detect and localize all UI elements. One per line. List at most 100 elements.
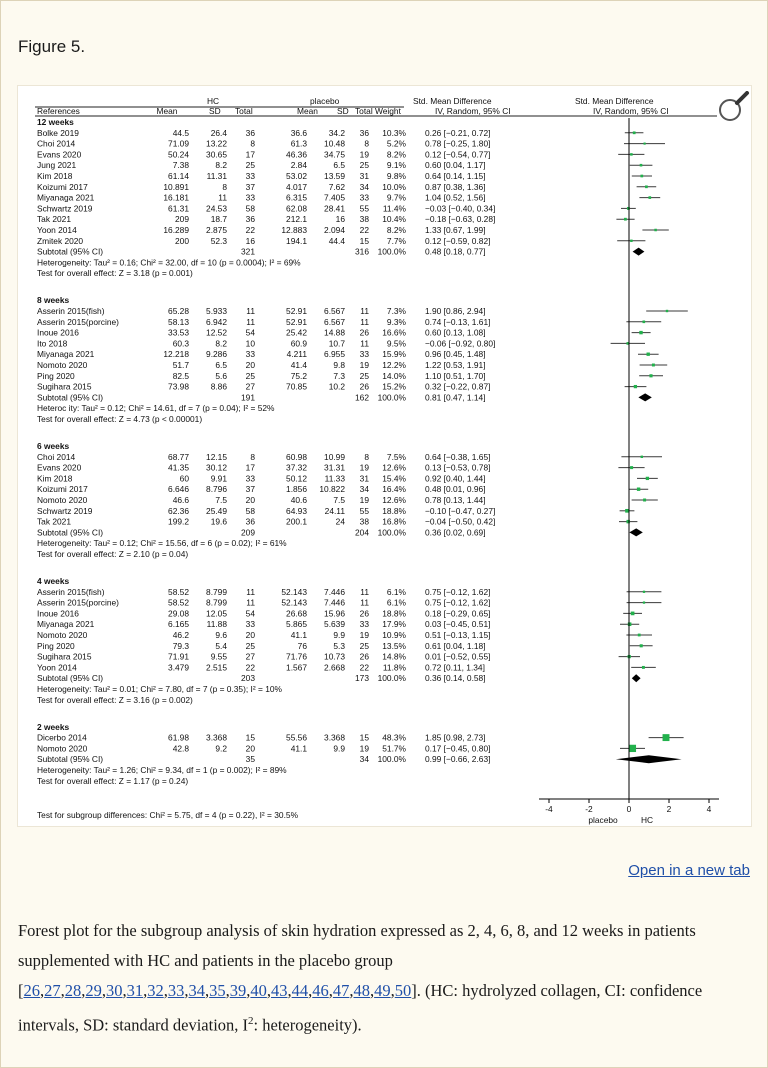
study-effect-marker (642, 590, 646, 593)
subtotal-ci: 0.99 [−0.66, 2.63] (425, 754, 490, 764)
study-mean-placebo: 41.1 (291, 743, 308, 753)
study-name: Ito 2018 (37, 338, 68, 348)
heterogeneity-line: Heterogeneity: Tau² = 1.26; Chi² = 9.34,… (37, 765, 287, 775)
subtotal-label: Subtotal (95% CI) (37, 673, 103, 683)
study-effect-marker (632, 131, 636, 135)
study-effect-marker (630, 153, 633, 156)
study-weight: 6.1% (387, 598, 407, 608)
study-effect-marker (637, 633, 641, 637)
study-effect-marker (643, 498, 647, 502)
reference-link-43[interactable]: 43 (271, 981, 288, 1000)
reference-link-28[interactable]: 28 (64, 981, 82, 1000)
study-total-placebo: 38 (360, 214, 370, 224)
study-effect-marker (662, 734, 670, 742)
reference-link-48[interactable]: 48 (353, 981, 371, 1000)
study-weight: 12.6% (382, 495, 406, 505)
study-mean-placebo: 76 (298, 641, 308, 651)
study-mean-hc: 71.09 (168, 139, 189, 149)
study-mean-hc: 46.2 (173, 630, 190, 640)
study-mean-placebo: 40.6 (291, 495, 308, 505)
study-ci: 0.64 [−0.38, 1.65] (425, 452, 490, 462)
x-axis-tick-label: 4 (707, 804, 712, 814)
study-ci: 0.96 [0.45, 1.48] (425, 349, 486, 359)
study-ci: 0.48 [0.01, 0.96] (425, 484, 486, 494)
study-effect-marker (627, 622, 632, 626)
study-mean-hc: 42.8 (173, 743, 190, 753)
overall-effect-line: Test for overall effect: Z = 1.17 (p = 0… (37, 776, 188, 786)
study-ci: 0.51 [−0.13, 1.15] (425, 630, 490, 640)
header-effect-title: Std. Mean Difference (413, 96, 492, 106)
study-sd-placebo: 24.11 (325, 506, 346, 516)
study-name: Sugihara 2015 (37, 652, 92, 662)
study-name: Jung 2021 (37, 160, 76, 170)
subtotal-total-placebo: 204 (355, 527, 369, 537)
study-ci: 0.78 [0.13, 1.44] (425, 495, 486, 505)
study-effect-marker (640, 455, 644, 459)
study-weight: 9.5% (387, 338, 407, 348)
study-sd-hc: 30.12 (206, 463, 227, 473)
zoom-magnifier-icon[interactable] (716, 91, 750, 125)
study-sd-hc: 9.6 (215, 630, 227, 640)
reference-link-50[interactable]: 50 (394, 981, 412, 1000)
reference-link-27[interactable]: 27 (44, 981, 61, 1000)
study-mean-hc: 6.646 (168, 484, 189, 494)
study-sd-hc: 3.368 (206, 733, 227, 743)
subtotal-total-placebo: 316 (355, 247, 369, 257)
study-mean-hc: 62.36 (168, 506, 189, 516)
reference-link-40[interactable]: 40 (250, 981, 267, 1000)
reference-link-31[interactable]: 31 (126, 981, 144, 1000)
reference-link-39[interactable]: 39 (229, 981, 247, 1000)
study-effect-marker (625, 508, 629, 513)
study-weight: 8.2% (387, 225, 407, 235)
study-total-placebo: 25 (360, 160, 370, 170)
study-sd-placebo: 6.567 (324, 306, 345, 316)
subtotal-total-hc: 209 (241, 527, 255, 537)
study-weight: 16.6% (382, 328, 406, 338)
reference-link-44[interactable]: 44 (291, 981, 309, 1000)
study-ci: 0.78 [−0.25, 1.80] (425, 139, 490, 149)
study-mean-hc: 200 (175, 236, 189, 246)
reference-link-46[interactable]: 46 (312, 981, 329, 1000)
study-total-placebo: 11 (360, 598, 369, 608)
overall-effect-line: Test for overall effect: Z = 3.16 (p = 0… (37, 695, 193, 705)
study-weight: 7.3% (387, 306, 407, 316)
open-in-new-tab-link[interactable]: Open in a new tab (628, 862, 750, 879)
study-total-placebo: 38 (360, 517, 370, 527)
study-effect-marker (654, 228, 657, 232)
study-total-hc: 25 (246, 371, 256, 381)
study-sd-hc: 11 (218, 193, 227, 203)
study-ci: 0.87 [0.38, 1.36] (425, 182, 486, 192)
study-sd-placebo: 24 (336, 517, 346, 527)
study-effect-marker (633, 384, 638, 389)
reference-link-33[interactable]: 33 (167, 981, 185, 1000)
subtotal-weight: 100.0% (378, 527, 407, 537)
study-mean-placebo: 46.36 (286, 149, 307, 159)
reference-link-49[interactable]: 49 (374, 981, 391, 1000)
study-weight: 6.1% (387, 587, 407, 597)
study-sd-placebo: 10.99 (324, 452, 345, 462)
study-weight: 48.3% (382, 733, 406, 743)
reference-link-47[interactable]: 47 (332, 981, 350, 1000)
study-mean-placebo: 41.4 (291, 360, 308, 370)
reference-link-30[interactable]: 30 (106, 981, 123, 1000)
heterogeneity-line: Heterogeneity: Tau² = 0.12; Chi² = 15.56… (37, 538, 287, 548)
study-mean-hc: 44.5 (173, 128, 190, 138)
subgroup-title: 2 weeks (37, 722, 69, 732)
reference-link-29[interactable]: 29 (85, 981, 102, 1000)
reference-link-32[interactable]: 32 (147, 981, 164, 1000)
caption-text-1: Forest plot for the subgroup analysis of… (18, 921, 696, 970)
reference-link-35[interactable]: 35 (209, 981, 226, 1000)
study-weight: 10.0% (382, 182, 406, 192)
study-mean-hc: 41.35 (168, 463, 189, 473)
subtotal-diamond (615, 755, 682, 764)
study-sd-hc: 11.31 (207, 171, 228, 181)
study-mean-hc: 6.165 (168, 619, 189, 629)
study-mean-placebo: 1.856 (286, 484, 307, 494)
study-mean-hc: 61.98 (168, 733, 189, 743)
study-effect-marker (639, 644, 643, 648)
study-sd-placebo: 6.955 (324, 349, 345, 359)
reference-link-34[interactable]: 34 (188, 981, 206, 1000)
study-name: Sugihara 2015 (37, 382, 92, 392)
reference-link-26[interactable]: 26 (23, 981, 41, 1000)
